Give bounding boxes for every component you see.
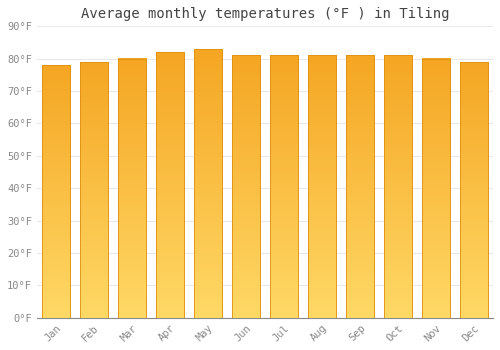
Bar: [232, 55, 260, 318]
Bar: [308, 55, 336, 318]
Bar: [118, 59, 146, 318]
Bar: [460, 62, 488, 318]
Bar: [270, 55, 298, 318]
Bar: [384, 55, 412, 318]
Bar: [80, 62, 108, 318]
Bar: [194, 49, 222, 318]
Title: Average monthly temperatures (°F ) in Tiling: Average monthly temperatures (°F ) in Ti…: [80, 7, 449, 21]
Bar: [346, 55, 374, 318]
Bar: [422, 59, 450, 318]
Bar: [42, 65, 70, 318]
Bar: [156, 52, 184, 318]
